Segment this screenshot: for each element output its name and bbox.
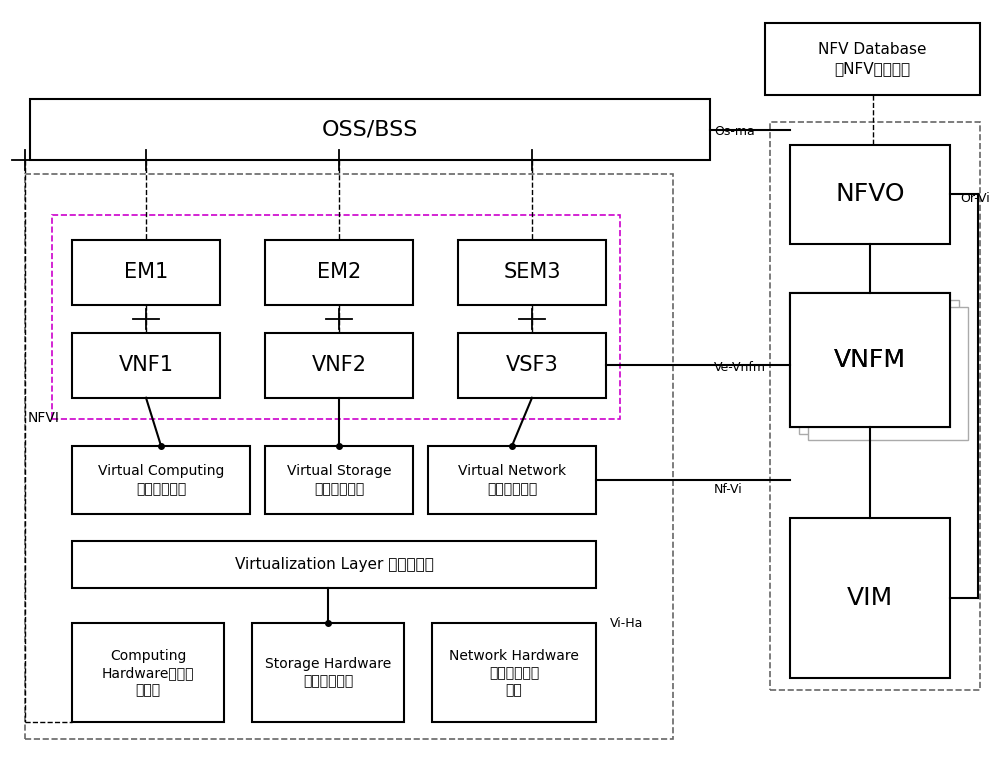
Text: Or-Vi: Or-Vi: [960, 191, 990, 205]
Text: Virtual Network
虚拟交换资源: Virtual Network 虚拟交换资源: [458, 464, 566, 496]
Bar: [765, 23, 980, 95]
Bar: [790, 518, 950, 678]
Text: VIM: VIM: [847, 586, 893, 610]
Text: NFVO: NFVO: [835, 182, 905, 207]
Bar: [30, 99, 710, 160]
Text: Virtual Storage
（虚拟存储）: Virtual Storage （虚拟存储）: [287, 464, 391, 496]
Text: Virtualization Layer （虚拟层）: Virtualization Layer （虚拟层）: [235, 557, 433, 572]
Text: EM2: EM2: [317, 262, 361, 283]
Text: EM1: EM1: [124, 262, 168, 283]
Bar: [432, 623, 596, 722]
Bar: [808, 307, 968, 440]
Text: Vi-Ha: Vi-Ha: [610, 616, 643, 630]
Text: Storage Hardware
（物理存储）: Storage Hardware （物理存储）: [265, 657, 391, 689]
Bar: [252, 623, 404, 722]
Bar: [458, 240, 606, 305]
Bar: [790, 145, 950, 244]
Bar: [72, 541, 596, 588]
Text: Computing
Hardware（物理
计算）: Computing Hardware（物理 计算）: [102, 648, 194, 697]
Text: Os-ma: Os-ma: [714, 124, 755, 138]
Bar: [790, 293, 950, 427]
Text: VNF2: VNF2: [312, 355, 366, 376]
Bar: [790, 293, 950, 427]
Text: Network Hardware
（物理交换资
源）: Network Hardware （物理交换资 源）: [449, 648, 579, 697]
Bar: [265, 446, 413, 514]
Bar: [428, 446, 596, 514]
Bar: [72, 240, 220, 305]
Bar: [72, 446, 250, 514]
Text: VNF1: VNF1: [119, 355, 174, 376]
Text: SEM3: SEM3: [503, 262, 561, 283]
Text: Nf-Vi: Nf-Vi: [714, 482, 743, 496]
Text: VSF3: VSF3: [506, 355, 558, 376]
Bar: [799, 300, 959, 434]
Text: OSS/BSS: OSS/BSS: [322, 120, 418, 139]
Text: VNFM: VNFM: [834, 348, 906, 372]
Bar: [265, 333, 413, 398]
Text: Ve-Vnfm: Ve-Vnfm: [714, 360, 766, 374]
Bar: [72, 333, 220, 398]
Bar: [770, 122, 980, 690]
Bar: [265, 240, 413, 305]
Text: NFVI: NFVI: [28, 411, 60, 424]
Bar: [458, 333, 606, 398]
Bar: [25, 174, 673, 739]
Text: VNFM: VNFM: [834, 348, 906, 372]
Text: NFV Database
（NFV数据库）: NFV Database （NFV数据库）: [818, 42, 927, 76]
Bar: [52, 215, 620, 419]
Text: Virtual Computing
（虚拟计算）: Virtual Computing （虚拟计算）: [98, 464, 224, 496]
Bar: [72, 623, 224, 722]
